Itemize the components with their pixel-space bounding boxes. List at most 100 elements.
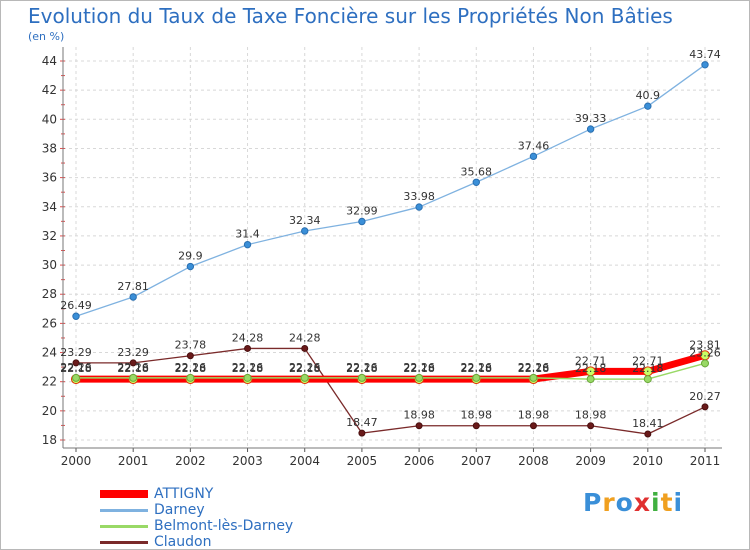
series-belmont-l-s-darney [72,359,709,384]
series-line [76,362,706,380]
legend-label: ATTIGNY [154,486,214,502]
y-tick-label: 24 [42,346,57,360]
data-label: 35.68 [461,165,493,178]
data-label: 22.18 [461,362,493,375]
data-point [415,422,423,430]
x-tick-label: 2003 [232,454,263,468]
legend-label: Claudon [154,534,212,550]
data-label: 43.74 [689,48,721,61]
data-label: 22.26 [346,361,378,374]
y-tick-label: 20 [42,404,57,418]
x-tick-label: 2006 [404,454,435,468]
brand-letter: i [673,488,684,517]
y-tick-label: 38 [42,141,57,155]
legend-swatch [100,540,148,544]
legend-swatch [100,508,148,512]
data-label: 22.18 [575,362,607,375]
data-point [186,373,195,382]
data-point [186,352,194,360]
y-tick-label: 18 [42,433,57,447]
data-label: 31.4 [235,228,260,241]
y-tick-label: 22 [42,375,57,389]
legend-swatch [100,524,148,528]
data-label: 29.9 [178,250,203,263]
y-tick-label: 42 [42,83,57,97]
legend-item: Belmont-lès-Darney [100,518,293,534]
data-point [586,375,595,384]
data-point [300,373,309,382]
data-label: 22.26 [117,361,149,374]
data-point [472,178,480,186]
data-label: 22.26 [289,361,321,374]
data-label: 27.81 [117,280,149,293]
y-tick-label: 30 [42,258,57,272]
y-tick-label: 32 [42,229,57,243]
data-point [472,373,481,382]
data-point [186,262,195,271]
x-tick-label: 2007 [461,454,492,468]
x-tick-label: 2002 [175,454,206,468]
data-label: 22.18 [60,362,92,375]
data-point [129,373,138,382]
data-label: 22.18 [346,362,378,375]
data-point [643,375,652,384]
data-label: 22.18 [632,362,664,375]
data-point [358,217,366,226]
data-point [529,152,538,161]
y-tick-label: 34 [42,200,57,214]
data-label: 37.46 [518,139,550,152]
grid-layer [63,47,722,448]
brand-letter: r [602,488,616,517]
data-label: 20.27 [689,390,721,403]
legend-item: Claudon [100,534,293,550]
series-darney [72,61,709,320]
data-label: 18.98 [403,409,435,422]
data-label: 24.28 [232,331,264,344]
series-line [76,347,706,435]
data-point [72,359,80,367]
x-tick-label: 2004 [289,454,320,468]
y-tick-label: 44 [42,54,57,68]
data-label: 22.18 [117,362,149,375]
data-label: 18.98 [518,409,550,422]
y-tick-label: 28 [42,287,57,301]
brand-letter: o [615,488,634,517]
data-point [129,359,137,367]
data-point [529,373,538,382]
data-point [243,240,252,249]
data-label: 22.26 [461,361,493,374]
data-point [415,203,423,211]
data-label: 32.34 [289,214,321,227]
data-labels-layer: 22.18 22.18 22.18 22.18 22.18 22.18 22.18 22.18… [60,48,721,430]
data-point [358,429,366,437]
data-label: 33.98 [403,190,435,203]
data-label: 40.9 [636,89,661,102]
data-point [644,430,652,438]
y-tick-label: 26 [42,316,57,330]
series-claudon [72,344,709,438]
data-label: 23.26 [689,346,721,359]
legend-label: Darney [154,502,205,518]
data-label: 22.18 [289,362,321,375]
data-point [701,61,709,69]
data-point [243,373,252,382]
x-tick-label: 2009 [575,454,606,468]
data-point [701,359,709,368]
data-label: 39.33 [575,112,607,125]
data-point [415,373,424,382]
legend-item: Darney [100,502,293,518]
axes-layer: 18 20 22 24 26 28 30 32 34 36 38 40 42 44 2000 2001 2002… [42,47,722,468]
data-label: 32.99 [346,204,378,217]
data-label: 22.26 [232,361,264,374]
data-label: 22.18 [175,362,207,375]
y-axis-label: (en %) [28,30,65,43]
data-point [701,403,709,411]
data-label: 23.78 [175,339,207,352]
brand-logo: Proxiti [583,488,683,517]
data-point [644,102,652,110]
data-label: 24.28 [289,331,321,344]
data-label: 22.71 [575,354,607,367]
legend: ATTIGNY Darney Belmont-lès-Darney Claudon [100,486,293,550]
